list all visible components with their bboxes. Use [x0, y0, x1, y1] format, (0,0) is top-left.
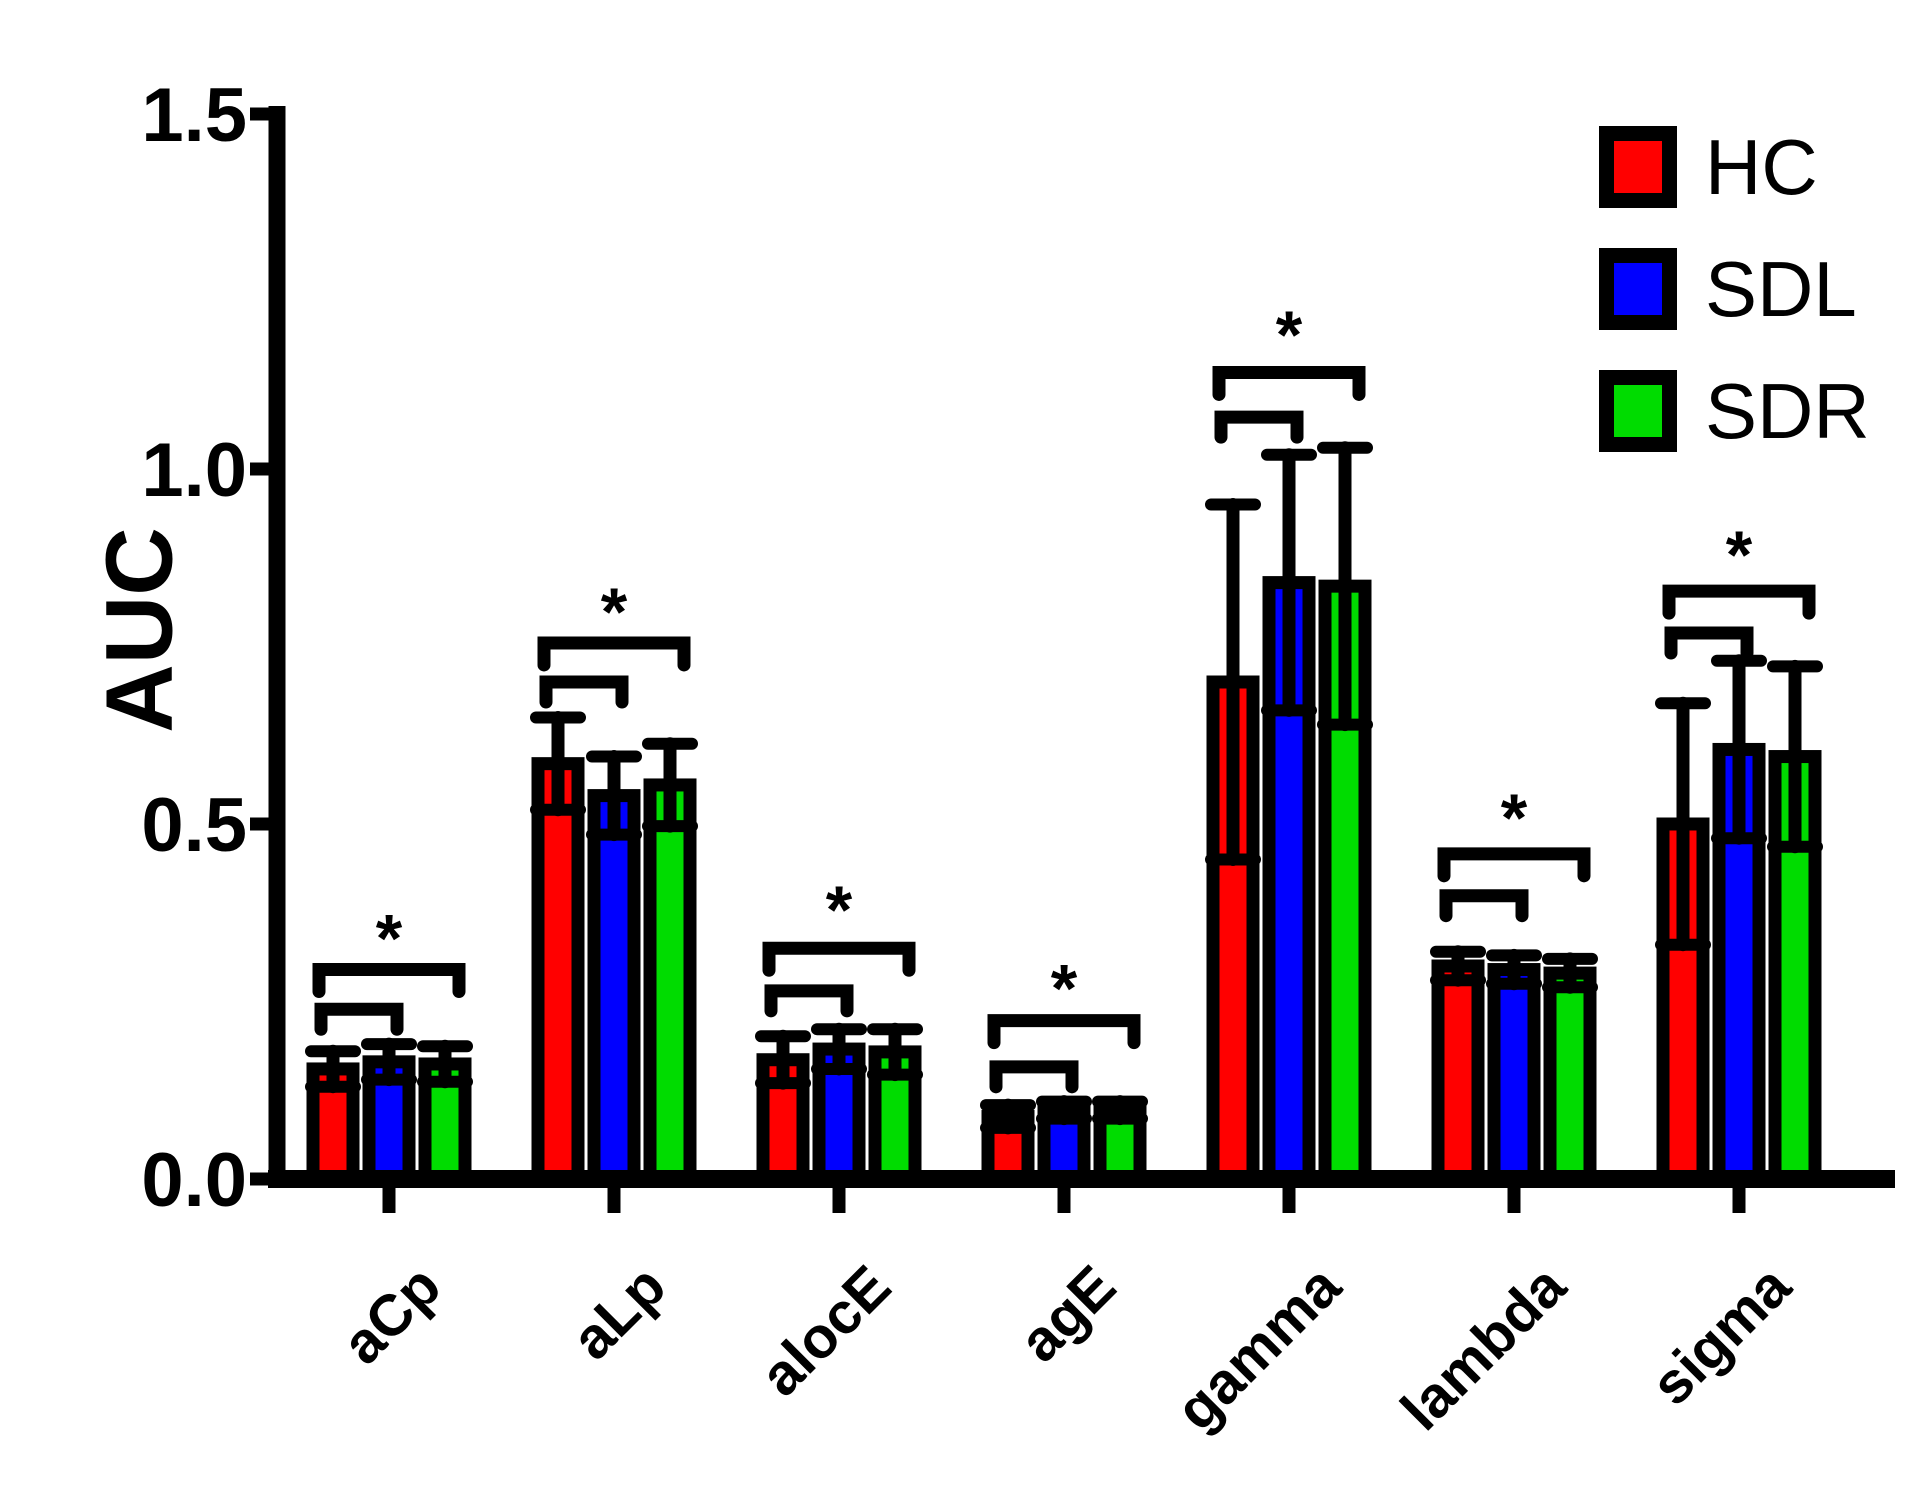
category-label-lambda: lambda [1389, 1253, 1579, 1443]
errorbar-HC-aCp [305, 1044, 361, 1094]
sig-star-aCp: * [376, 901, 403, 977]
sig-bracket-inner-aLp [539, 675, 629, 709]
y-tick-label-1.0: 1.0 [141, 428, 247, 513]
sig-star-lambda: * [1501, 780, 1528, 856]
legend-item-sdr: SDR [1599, 370, 1870, 452]
errorbar-HC-aLp [530, 711, 586, 817]
sig-star-alocE: * [826, 872, 853, 948]
category-label-gamma: gamma [1164, 1253, 1354, 1443]
sig-bracket-inner-lambda [1439, 889, 1529, 923]
category-label-alocE: alocE [748, 1253, 903, 1408]
bar-SDR-lambda [1543, 966, 1597, 1186]
errorbar-HC-alocE [755, 1029, 811, 1090]
category-label-agE: agE [1007, 1253, 1128, 1374]
errorbar-HC-lambda [1430, 945, 1486, 987]
bar-HC-lambda [1431, 959, 1485, 1186]
errorbar-SDR-aLp [642, 737, 698, 833]
errorbar-SDL-aCp [361, 1037, 417, 1087]
sig-bracket-inner-agE [989, 1060, 1079, 1094]
bar-HC-aLp [531, 757, 585, 1186]
errorbar-SDL-lambda [1486, 948, 1542, 991]
bar-SDL-lambda [1487, 963, 1541, 1186]
y-tick-label-0.0: 0.0 [141, 1138, 247, 1223]
sig-star-sigma: * [1726, 517, 1753, 593]
sig-bracket-inner-aCp [314, 1002, 404, 1036]
legend-swatch-sdl-icon [1599, 248, 1677, 330]
y-tick-label-0.5: 0.5 [141, 783, 247, 868]
legend-swatch-sdr-icon [1599, 370, 1677, 452]
legend-item-sdl: SDL [1599, 248, 1870, 330]
errorbar-HC-agE [980, 1098, 1036, 1135]
bar-SDL-aLp [587, 789, 641, 1186]
y-tick-label-1.5: 1.5 [141, 73, 247, 158]
bar-SDR-aLp [643, 778, 697, 1186]
sig-bracket-outer-agE [987, 1014, 1141, 1050]
errorbar-SDR-agE [1092, 1095, 1148, 1126]
sig-bracket-inner-gamma [1214, 410, 1304, 444]
errorbar-SDR-sigma [1767, 659, 1823, 854]
errorbar-SDL-aLp [586, 750, 642, 842]
sig-bracket-outer-aCp [312, 963, 466, 999]
legend-label-sdr: SDR [1705, 367, 1870, 455]
errorbar-SDR-alocE [867, 1022, 923, 1082]
errorbar-HC-sigma [1655, 696, 1711, 952]
sig-bracket-outer-alocE [762, 941, 916, 977]
y-axis-title: AUC [86, 527, 193, 733]
sig-bracket-inner-alocE [764, 984, 854, 1018]
errorbar-SDL-gamma [1261, 448, 1317, 717]
category-label-aCp: aCp [330, 1253, 453, 1376]
sig-star-gamma: * [1276, 297, 1303, 373]
legend: HC SDL SDR [1599, 126, 1870, 492]
sig-star-aLp: * [601, 574, 628, 650]
sig-bracket-inner-sigma [1664, 626, 1754, 660]
sig-bracket-outer-lambda [1437, 847, 1591, 883]
legend-label-hc: HC [1705, 123, 1818, 211]
errorbar-SDL-agE [1036, 1095, 1092, 1126]
sig-bracket-outer-gamma [1212, 365, 1366, 401]
errorbar-HC-gamma [1205, 498, 1261, 866]
sig-bracket-outer-sigma [1662, 584, 1816, 620]
sig-bracket-outer-aLp [537, 636, 691, 672]
errorbar-SDR-lambda [1542, 952, 1598, 994]
legend-swatch-hc-icon [1599, 126, 1677, 208]
category-label-aLp: aLp [559, 1253, 678, 1372]
legend-item-hc: HC [1599, 126, 1870, 208]
errorbar-SDR-gamma [1317, 441, 1373, 732]
category-label-sigma: sigma [1639, 1253, 1804, 1418]
legend-label-sdl: SDL [1705, 245, 1857, 333]
errorbar-SDL-alocE [811, 1022, 867, 1076]
errorbar-SDR-aCp [417, 1039, 473, 1089]
errorbar-SDL-sigma [1711, 654, 1767, 845]
sig-star-agE: * [1051, 950, 1078, 1026]
